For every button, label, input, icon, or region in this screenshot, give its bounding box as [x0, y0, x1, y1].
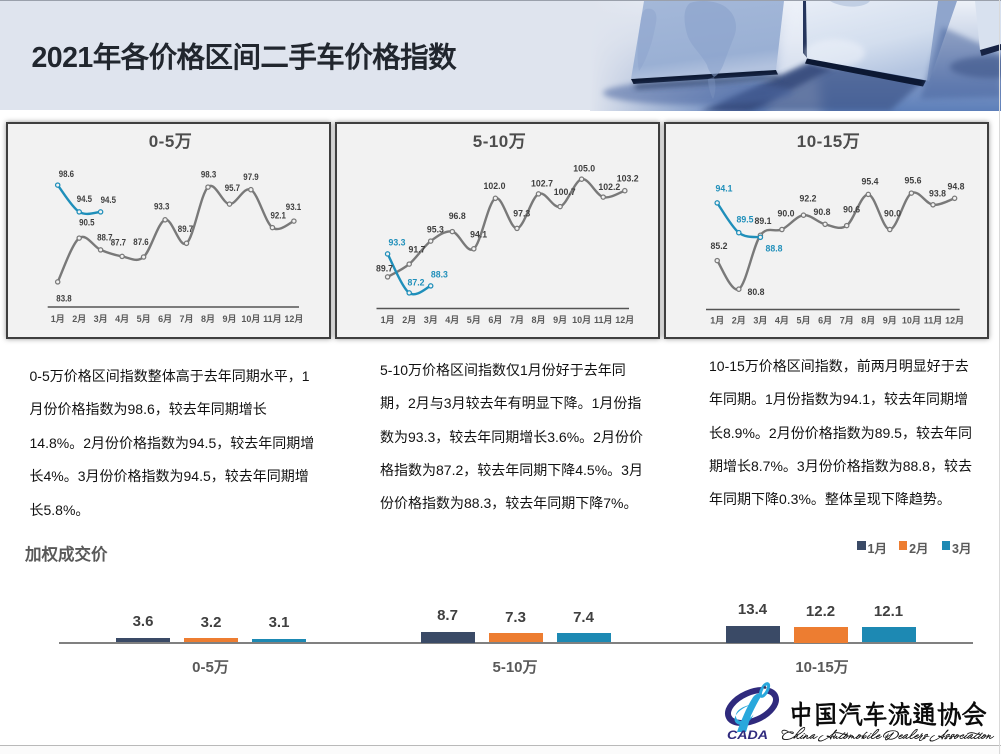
- svg-text:94.1: 94.1: [716, 183, 733, 193]
- svg-text:5月: 5月: [796, 315, 810, 325]
- svg-text:6月: 6月: [818, 315, 832, 325]
- svg-text:90.8: 90.8: [814, 207, 831, 217]
- svg-text:89.1: 89.1: [755, 216, 772, 226]
- svg-text:91.7: 91.7: [409, 244, 426, 254]
- svg-text:87.7: 87.7: [111, 237, 126, 247]
- svg-text:12月: 12月: [615, 315, 634, 325]
- svg-text:93.1: 93.1: [286, 201, 301, 211]
- svg-text:89.7: 89.7: [376, 263, 393, 273]
- svg-text:11月: 11月: [924, 315, 943, 325]
- svg-text:2月: 2月: [402, 315, 416, 325]
- svg-text:87.2: 87.2: [408, 277, 425, 287]
- svg-text:7月: 7月: [510, 315, 524, 325]
- svg-text:85.2: 85.2: [711, 241, 728, 251]
- svg-text:100.7: 100.7: [554, 187, 576, 197]
- svg-text:83.8: 83.8: [56, 293, 71, 303]
- svg-text:5-10万: 5-10万: [473, 132, 527, 151]
- svg-text:102.7: 102.7: [531, 178, 553, 188]
- svg-text:8月: 8月: [201, 314, 215, 324]
- svg-text:11月: 11月: [594, 315, 613, 325]
- svg-text:10月: 10月: [572, 315, 591, 325]
- svg-text:88.8: 88.8: [766, 243, 783, 253]
- svg-text:93.8: 93.8: [929, 188, 946, 198]
- svg-text:5月: 5月: [467, 315, 481, 325]
- svg-text:95.4: 95.4: [862, 176, 879, 186]
- svg-text:China Automobile Dealers Assoc: China Automobile Dealers Association: [780, 727, 995, 746]
- svg-text:90.0: 90.0: [778, 208, 795, 218]
- svg-text:11月: 11月: [263, 314, 282, 324]
- svg-text:94.5: 94.5: [77, 194, 92, 204]
- svg-text:88.7: 88.7: [97, 232, 112, 242]
- svg-text:95.7: 95.7: [225, 183, 240, 193]
- svg-text:93.3: 93.3: [389, 237, 406, 247]
- svg-text:8月: 8月: [861, 315, 875, 325]
- svg-text:2月: 2月: [732, 315, 746, 325]
- svg-text:10-15万: 10-15万: [797, 132, 860, 151]
- svg-text:9月: 9月: [553, 315, 567, 325]
- svg-text:7月: 7月: [840, 315, 854, 325]
- svg-text:98.6: 98.6: [59, 169, 74, 179]
- svg-text:89.5: 89.5: [737, 214, 754, 224]
- svg-text:94.5: 94.5: [101, 194, 116, 204]
- svg-text:4月: 4月: [445, 315, 459, 325]
- svg-text:97.3: 97.3: [513, 208, 530, 218]
- svg-text:103.2: 103.2: [617, 173, 639, 183]
- svg-text:89.7: 89.7: [178, 223, 193, 233]
- svg-text:96.8: 96.8: [449, 211, 466, 221]
- svg-text:1月: 1月: [51, 314, 65, 324]
- svg-text:102.0: 102.0: [484, 181, 506, 191]
- svg-text:4月: 4月: [115, 314, 129, 324]
- svg-text:9月: 9月: [883, 315, 897, 325]
- svg-text:87.6: 87.6: [133, 236, 148, 246]
- svg-text:4月: 4月: [775, 315, 789, 325]
- svg-text:1月: 1月: [710, 315, 724, 325]
- svg-text:中国汽车流通协会: 中国汽车流通协会: [789, 697, 987, 732]
- svg-text:93.3: 93.3: [154, 201, 169, 211]
- svg-text:2月: 2月: [72, 314, 86, 324]
- svg-text:6月: 6月: [488, 315, 502, 325]
- svg-text:10月: 10月: [902, 315, 921, 325]
- svg-text:94.8: 94.8: [948, 181, 965, 191]
- svg-text:3月: 3月: [94, 314, 108, 324]
- svg-text:12月: 12月: [945, 315, 964, 325]
- svg-text:6月: 6月: [158, 314, 172, 324]
- svg-text:90.5: 90.5: [79, 217, 94, 227]
- svg-text:92.2: 92.2: [800, 193, 817, 203]
- svg-text:CADA: CADA: [727, 728, 768, 742]
- svg-text:102.2: 102.2: [598, 182, 620, 192]
- svg-text:3月: 3月: [424, 315, 438, 325]
- svg-text:0-5万: 0-5万: [149, 132, 193, 151]
- svg-text:94.1: 94.1: [470, 229, 487, 239]
- svg-text:88.3: 88.3: [431, 269, 448, 279]
- svg-text:105.0: 105.0: [573, 163, 595, 173]
- svg-text:3月: 3月: [753, 315, 767, 325]
- svg-text:80.8: 80.8: [748, 287, 765, 297]
- svg-text:95.3: 95.3: [427, 224, 444, 234]
- svg-text:97.9: 97.9: [243, 172, 258, 182]
- svg-text:90.6: 90.6: [843, 204, 860, 214]
- svg-text:98.3: 98.3: [201, 169, 216, 179]
- svg-text:5月: 5月: [137, 314, 151, 324]
- svg-text:7月: 7月: [179, 314, 193, 324]
- svg-text:9月: 9月: [222, 314, 236, 324]
- svg-text:10月: 10月: [241, 314, 260, 324]
- svg-text:95.6: 95.6: [905, 175, 922, 185]
- svg-text:1月: 1月: [381, 315, 395, 325]
- svg-text:8月: 8月: [531, 315, 545, 325]
- svg-text:12月: 12月: [284, 314, 303, 324]
- svg-text:92.1: 92.1: [271, 210, 286, 220]
- svg-text:90.0: 90.0: [884, 208, 901, 218]
